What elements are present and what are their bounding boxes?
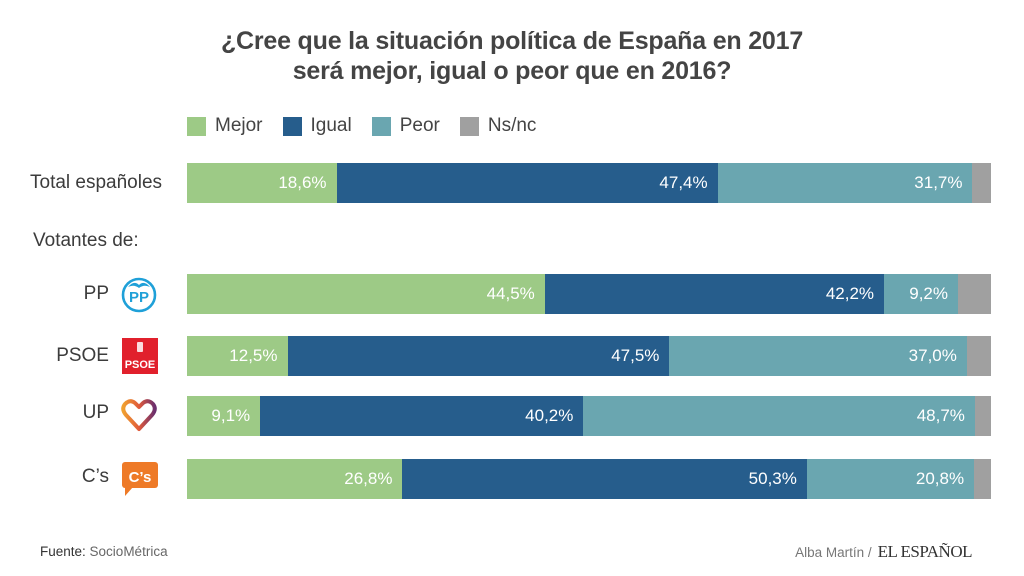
data-label-igual: 42,2% [825,284,875,303]
bar-segment-nsnc [972,163,991,203]
legend: Mejor Igual Peor Ns/nc [187,115,556,137]
data-label-peor: 31,7% [914,173,963,192]
bar-row-total: 18,6% 47,4% 31,7% [187,163,991,203]
data-label-igual: 47,5% [611,346,660,365]
data-label-igual: 47,4% [659,173,708,192]
bar-segment-mejor: 12,5% [187,336,288,376]
data-label-peor: 48,7% [916,406,965,425]
data-label-peor: 37,0% [908,346,957,365]
author-credit: Alba Martín / [795,545,872,560]
chart-title: ¿Cree que la situación política de Españ… [0,26,1024,86]
brand-logo: EL ESPAÑOL [877,542,973,561]
bar-segment-mejor: 44,5% [187,274,545,314]
bar-segment-igual: 47,4% [336,163,718,203]
data-label-mejor: 9,1% [211,406,251,425]
up-heart-logo-icon [121,399,157,431]
legend-swatch-nsnc [459,116,479,136]
group-label-votantes: Votantes de: [33,230,139,251]
legend-swatch-mejor [187,116,206,136]
bar-row-pp: 44,5% 42,2% 9,2% [187,274,991,314]
row-label-total: Total españoles [30,172,163,193]
legend-item-mejor: Mejor [187,115,263,137]
row-label-up: UP [82,402,109,423]
data-label-peor: 9,2% [909,284,948,303]
row-label-pp: PP [83,283,109,304]
legend-swatch-peor [371,116,391,136]
data-label-igual: 50,3% [748,469,797,488]
pp-logo-icon: PP [121,277,157,313]
data-label-mejor: 18,6% [278,173,327,192]
bar-segment-mejor: 26,8% [187,459,403,499]
bar-segment-peor: 20,8% [806,459,975,499]
legend-label-peor: Peor [399,115,440,136]
source-value: SocioMétrica [89,544,168,559]
bar-row-cs: 26,8% 50,3% 20,8% [187,459,991,499]
chart-title-line-1: ¿Cree que la situación política de Españ… [220,27,804,55]
cs-logo-icon: C’s [122,462,158,496]
chart-title-line-2: será mejor, igual o peor que en 2016? [292,57,732,85]
row-label-psoe: PSOE [56,345,109,366]
bar-row-psoe: 12,5% 47,5% 37,0% [187,336,991,376]
svg-text:PSOE: PSOE [125,359,156,371]
bar-segment-igual: 40,2% [260,396,584,436]
legend-item-nsnc: Ns/nc [459,115,537,137]
bar-segment-igual: 50,3% [402,459,807,499]
row-label-cs: C’s [81,466,109,487]
bar-segment-peor: 31,7% [717,163,973,203]
bar-row-up: 9,1% 40,2% 48,7% [187,396,991,436]
source-note: Fuente: SocioMétrica [40,544,168,559]
legend-label-igual: Igual [310,115,352,136]
legend-label-mejor: Mejor [215,115,263,136]
legend-item-igual: Igual [282,115,352,137]
bar-segment-mejor: 18,6% [187,163,337,203]
bar-segment-igual: 47,5% [287,336,670,376]
bar-segment-nsnc [966,336,991,376]
bar-segment-peor: 9,2% [884,274,958,314]
legend-label-nsnc: Ns/nc [487,115,537,136]
bar-segment-mejor: 9,1% [187,396,261,436]
data-label-mejor: 12,5% [229,346,278,365]
svg-text:C’s: C’s [129,469,152,486]
legend-swatch-igual [282,116,302,136]
bar-segment-peor: 37,0% [669,336,967,376]
source-label: Fuente: [40,544,86,559]
bar-segment-igual: 42,2% [544,274,885,314]
data-label-peor: 20,8% [915,469,965,488]
bar-segment-nsnc [974,396,991,436]
bar-segment-nsnc [974,459,991,499]
bar-segment-nsnc [958,274,991,314]
svg-text:PP: PP [129,289,149,306]
data-label-igual: 40,2% [525,406,574,425]
bar-segment-peor: 48,7% [583,396,975,436]
credit: Alba Martín / EL ESPAÑOL [795,542,972,562]
data-label-mejor: 26,8% [344,469,393,488]
psoe-logo-icon: PSOE [122,338,158,374]
data-label-mejor: 44,5% [486,284,535,303]
legend-item-peor: Peor [371,115,440,137]
